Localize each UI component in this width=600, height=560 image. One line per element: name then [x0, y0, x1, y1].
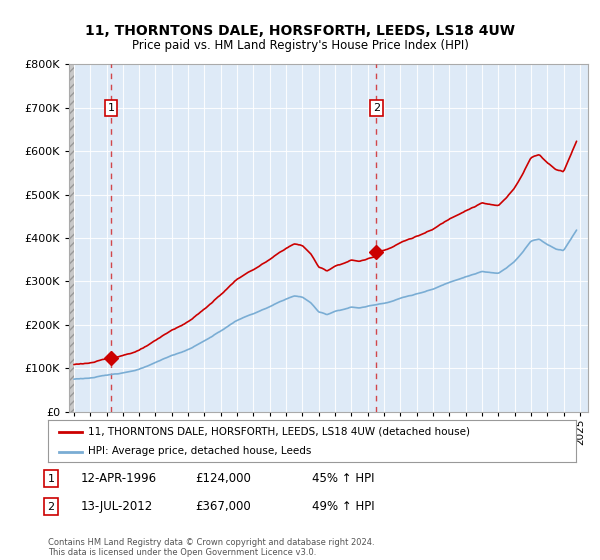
Text: £124,000: £124,000	[195, 472, 251, 486]
Text: 11, THORNTONS DALE, HORSFORTH, LEEDS, LS18 4UW: 11, THORNTONS DALE, HORSFORTH, LEEDS, LS…	[85, 24, 515, 38]
Text: £367,000: £367,000	[195, 500, 251, 514]
Text: 1: 1	[47, 474, 55, 484]
Text: 1: 1	[107, 103, 115, 113]
Bar	[69, 64, 74, 412]
Text: 12-APR-1996: 12-APR-1996	[81, 472, 157, 486]
Text: HPI: Average price, detached house, Leeds: HPI: Average price, detached house, Leed…	[88, 446, 311, 456]
Text: 2: 2	[373, 103, 380, 113]
Text: Price paid vs. HM Land Registry's House Price Index (HPI): Price paid vs. HM Land Registry's House …	[131, 39, 469, 52]
Text: 49% ↑ HPI: 49% ↑ HPI	[312, 500, 374, 514]
Text: 11, THORNTONS DALE, HORSFORTH, LEEDS, LS18 4UW (detached house): 11, THORNTONS DALE, HORSFORTH, LEEDS, LS…	[88, 427, 470, 437]
Text: 13-JUL-2012: 13-JUL-2012	[81, 500, 153, 514]
Text: Contains HM Land Registry data © Crown copyright and database right 2024.
This d: Contains HM Land Registry data © Crown c…	[48, 538, 374, 557]
Text: 2: 2	[47, 502, 55, 512]
Text: 45% ↑ HPI: 45% ↑ HPI	[312, 472, 374, 486]
